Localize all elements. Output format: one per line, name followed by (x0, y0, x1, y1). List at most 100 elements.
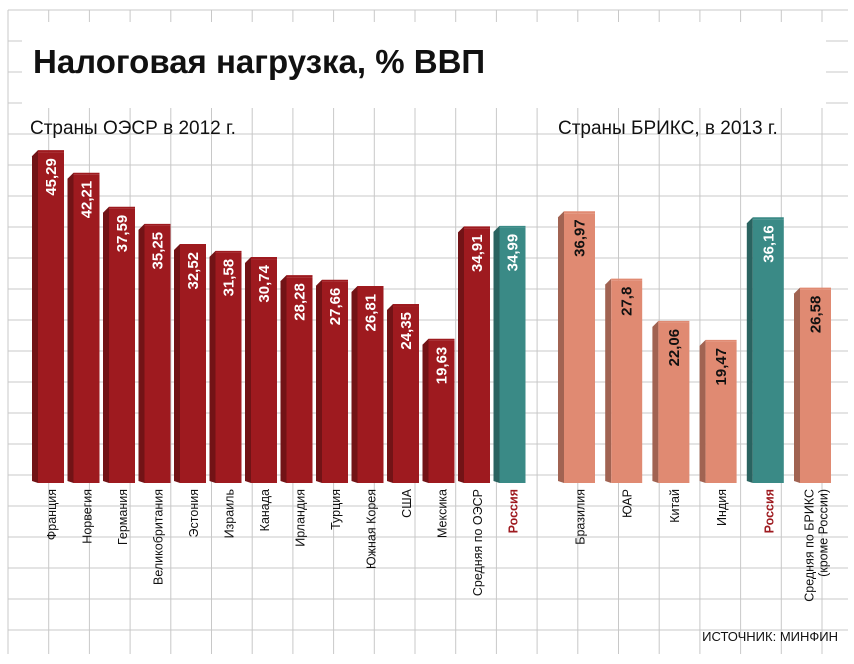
bar-front (752, 219, 784, 483)
bar-side (794, 287, 800, 483)
category-label-line: Южная Корея (365, 489, 379, 569)
category-label: Великобритания (152, 489, 166, 585)
bar-side (746, 217, 753, 483)
bar (351, 285, 384, 483)
bar (67, 172, 100, 483)
bar-top (428, 338, 455, 341)
category-label: Россия (762, 489, 776, 533)
bar-front (393, 306, 419, 483)
category-label: Южная Корея (365, 489, 379, 569)
category-label-line: Франция (45, 489, 59, 540)
bar (652, 320, 690, 483)
bar-front (800, 289, 831, 483)
category-label: Израиль (223, 489, 237, 538)
bar (387, 304, 419, 483)
bar (138, 223, 171, 483)
bar-side (174, 243, 180, 483)
bar-side (387, 304, 393, 483)
bar-front (109, 208, 135, 483)
brics-subtitle: Страны БРИКС, в 2013 г. (558, 118, 778, 139)
value-label: 34,99 (505, 234, 522, 272)
category-label-line: Великобритания (152, 489, 166, 585)
bar (103, 206, 135, 483)
bar-side (280, 275, 287, 483)
value-label: 35,25 (150, 232, 167, 270)
value-label: 26,58 (808, 296, 825, 334)
category-label-line: Норвегия (81, 489, 95, 544)
category-label: Индия (715, 489, 729, 526)
value-label: 34,91 (469, 234, 486, 272)
bar (422, 338, 455, 483)
bar-front (464, 228, 490, 483)
bar (699, 339, 737, 483)
bar-side (209, 250, 216, 483)
category-label: Средняя по ОЭСР (471, 489, 485, 596)
category-label: Мексика (436, 489, 450, 538)
bar-front (499, 227, 526, 483)
value-label: 28,28 (292, 283, 309, 321)
bar-top (705, 339, 737, 342)
oecd-subtitle: Страны ОЭСР в 2012 г. (30, 118, 236, 139)
category-label: ЮАР (621, 489, 635, 518)
bar (316, 279, 348, 483)
bar-front (180, 245, 206, 483)
bar (209, 250, 242, 483)
category-label: Франция (45, 489, 59, 540)
category-label-line: Средняя по БРИКС (803, 489, 817, 602)
bar-top (109, 206, 135, 209)
category-label-line: (кроме России) (817, 489, 831, 577)
value-label: 36,97 (572, 219, 589, 257)
bar-front (357, 287, 384, 483)
category-label: Канада (258, 489, 272, 531)
bar-top (357, 285, 384, 288)
bar-front (38, 152, 64, 483)
category-label: Ирландия (294, 489, 308, 547)
bar-top (144, 223, 171, 226)
value-label: 36,16 (760, 225, 777, 263)
bar (558, 211, 595, 483)
bar-top (564, 211, 595, 214)
category-label-line: Германия (116, 489, 130, 545)
bar-side (605, 278, 612, 483)
bar-side (652, 320, 659, 483)
bar-front (322, 281, 348, 483)
bar (605, 278, 643, 483)
category-label-line: ЮАР (621, 489, 635, 518)
bar (794, 287, 831, 483)
bar-front (611, 280, 643, 483)
bar-side (245, 257, 251, 483)
value-label: 22,06 (666, 329, 683, 367)
value-label: 32,52 (185, 252, 202, 290)
value-label: 27,66 (327, 288, 344, 326)
bar-top (180, 243, 206, 246)
bar-side (458, 226, 464, 483)
bar-side (103, 206, 109, 483)
value-label: 19,47 (713, 348, 730, 386)
bar (245, 257, 277, 483)
category-label: Средняя по БРИКС (кроме России) (803, 489, 831, 602)
category-label-line: США (400, 488, 414, 517)
bar (493, 225, 526, 484)
bar-top (499, 225, 526, 228)
bar (746, 217, 784, 483)
bar-side (351, 285, 358, 483)
bar-side (558, 211, 564, 483)
category-label: Эстония (187, 489, 201, 537)
bar-side (67, 172, 74, 483)
bar-side (138, 223, 145, 483)
category-label-line: Россия (507, 489, 521, 533)
source-note: ИСТОЧНИК: МИНФИН (702, 629, 838, 644)
category-label-line: Средняя по ОЭСР (471, 489, 485, 596)
value-label: 26,81 (363, 294, 380, 332)
bar-top (73, 172, 100, 175)
category-label: Китай (668, 489, 682, 523)
chart-title: Налоговая нагрузка, % ВВП (33, 43, 485, 80)
bar-top (464, 226, 490, 229)
bar-front (215, 252, 242, 483)
bar-top (251, 257, 277, 260)
category-label-line: Бразилия (574, 489, 588, 545)
bar-side (316, 279, 322, 483)
bar-front (564, 213, 595, 483)
bar (280, 275, 313, 483)
